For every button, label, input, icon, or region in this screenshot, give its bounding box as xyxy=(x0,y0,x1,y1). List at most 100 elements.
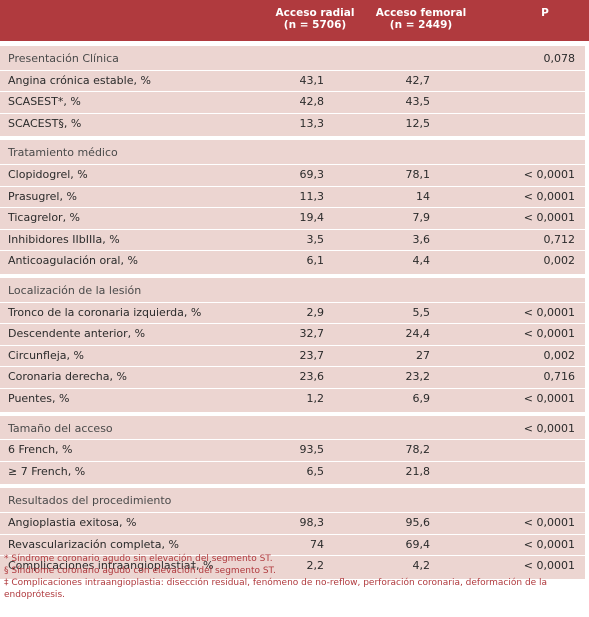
row-label: Angina crónica estable, % xyxy=(8,73,151,87)
header-p: P xyxy=(541,7,549,19)
row-label: Inhibidores IIbIIIa, % xyxy=(8,232,120,246)
table-row: Descendente anterior, % 32,7 24,4 < 0,0001 xyxy=(0,323,585,344)
row-label: 6 French, % xyxy=(8,443,73,457)
femoral-value: 3,6 xyxy=(412,232,431,246)
table-row: ≥ 7 French, % 6,5 21,8 xyxy=(0,461,585,482)
radial-value: 13,3 xyxy=(299,116,325,130)
table-row: Coronaria derecha, % 23,6 23,2 0,716 xyxy=(0,366,585,387)
row-divider xyxy=(0,555,585,557)
row-divider xyxy=(0,511,585,513)
femoral-value: 42,7 xyxy=(405,73,431,87)
section-title: Resultados del procedimiento xyxy=(8,494,172,508)
radial-value: 42,8 xyxy=(299,95,325,109)
header-femoral-n: (n = 2449) xyxy=(389,19,453,31)
femoral-value: 21,8 xyxy=(405,464,431,478)
header-radial: Acceso radial (n = 5706) xyxy=(262,7,368,31)
footnote: § Síndrome coronario agudo con elevación… xyxy=(4,566,276,576)
p-value: < 0,0001 xyxy=(523,559,575,573)
radial-value: 3,5 xyxy=(306,232,325,246)
p-value: < 0,0001 xyxy=(523,327,575,341)
row-divider xyxy=(0,460,585,462)
row-label: Coronaria derecha, % xyxy=(8,370,127,384)
radial-value: 6,5 xyxy=(306,464,325,478)
section-title-row: Tamaño del acceso < 0,0001 xyxy=(0,418,585,439)
table-row: Prasugrel, % 11,3 14 < 0,0001 xyxy=(0,186,585,207)
table-row: Puentes, % 1,2 6,9 < 0,0001 xyxy=(0,388,585,409)
footnotes: * Síndrome coronario agudo sin elevación… xyxy=(4,553,586,601)
table-row: Revascularización completa, % 74 69,4 < 0,0… xyxy=(0,534,585,555)
radial-value: 32,7 xyxy=(299,327,325,341)
table-row: SCASEST*, % 42,8 43,5 xyxy=(0,91,585,112)
femoral-value: 69,4 xyxy=(405,537,431,551)
p-value: < 0,0001 xyxy=(523,392,575,405)
radial-value: 1,2 xyxy=(306,392,325,405)
section-title-row: Localización de la lesión xyxy=(0,280,585,301)
radial-value: 98,3 xyxy=(299,515,325,529)
table-row: Tronco de la coronaria izquierda, % 2,9 5,… xyxy=(0,302,585,323)
header-radial-label: Acceso radial xyxy=(275,7,355,19)
p-value: < 0,0001 xyxy=(523,305,575,319)
row-label: Prasugrel, % xyxy=(8,189,77,203)
section-title: Presentación Clínica xyxy=(8,52,119,65)
row-label: Puentes, % xyxy=(8,392,70,405)
table-section: Localización de la lesión Tronco de la co… xyxy=(0,278,585,412)
radial-value: 11,3 xyxy=(299,189,325,203)
p-value: < 0,0001 xyxy=(523,537,575,551)
section-title: Tratamiento médico xyxy=(8,146,118,160)
femoral-value: 7,9 xyxy=(412,211,431,225)
section-title-row: Tratamiento médico xyxy=(0,142,585,163)
table-row: SCACEST§, % 13,3 12,5 xyxy=(0,113,585,134)
row-divider xyxy=(0,91,585,93)
row-divider xyxy=(0,250,585,252)
section-title-row: Resultados del procedimiento xyxy=(0,490,585,511)
section-title: Localización de la lesión xyxy=(8,284,142,297)
p-value: < 0,0001 xyxy=(523,211,575,225)
table-section: Tamaño del acceso < 0,0001 6 French, % 93,5… xyxy=(0,415,585,485)
row-divider xyxy=(0,323,585,325)
radial-value: 23,6 xyxy=(299,370,325,384)
row-divider xyxy=(0,388,585,389)
row-divider xyxy=(0,344,585,346)
radial-value: 23,7 xyxy=(299,348,325,362)
radial-value: 93,5 xyxy=(299,443,325,457)
table-row: Ticagrelor, % 19,4 7,9 < 0,0001 xyxy=(0,207,585,228)
footnote: ‡ Complicaciones intraangioplastia: dise… xyxy=(4,578,548,600)
row-divider xyxy=(0,185,585,187)
radial-value: 74 xyxy=(310,537,324,551)
section-p-value: 0,078 xyxy=(543,52,576,65)
table-row: Angina crónica estable, % 43,1 42,7 xyxy=(0,70,585,91)
radial-value: 6,1 xyxy=(306,254,325,268)
femoral-value: 95,6 xyxy=(405,515,431,529)
row-divider xyxy=(0,69,585,71)
radial-value: 19,4 xyxy=(299,211,325,225)
section-title-row: Presentación Clínica 0,078 xyxy=(0,48,585,69)
radial-value: 2,2 xyxy=(306,559,325,573)
row-label: ≥ 7 French, % xyxy=(8,464,86,478)
row-divider xyxy=(0,301,585,303)
radial-value: 69,3 xyxy=(299,167,325,181)
table-row: Clopidogrel, % 69,3 78,1 < 0,0001 xyxy=(0,164,585,185)
femoral-value: 14 xyxy=(416,189,430,203)
row-label: SCASEST*, % xyxy=(8,95,81,109)
row-label: Anticoagulación oral, % xyxy=(8,254,138,268)
femoral-value: 78,1 xyxy=(405,167,431,181)
row-label: Tronco de la coronaria izquierda, % xyxy=(8,305,202,319)
p-value: 0,712 xyxy=(543,232,576,246)
p-value: < 0,0001 xyxy=(523,189,575,203)
p-value: 0,002 xyxy=(543,348,576,362)
radial-value: 2,9 xyxy=(306,305,325,319)
row-label: Clopidogrel, % xyxy=(8,167,88,181)
header-femoral: Acceso femoral (n = 2449) xyxy=(368,7,474,31)
p-value: 0,716 xyxy=(543,370,576,384)
footnote: * Síndrome coronario agudo sin elevación… xyxy=(4,554,273,564)
femoral-value: 4,4 xyxy=(412,254,431,268)
row-divider xyxy=(0,228,585,230)
header-femoral-label: Acceso femoral xyxy=(375,7,467,19)
p-value: < 0,0001 xyxy=(523,515,575,529)
row-label: Angioplastia exitosa, % xyxy=(8,515,137,529)
row-label: Revascularización completa, % xyxy=(8,537,179,551)
row-divider xyxy=(0,366,585,368)
row-label: Ticagrelor, % xyxy=(8,211,81,225)
femoral-value: 27 xyxy=(416,348,430,362)
